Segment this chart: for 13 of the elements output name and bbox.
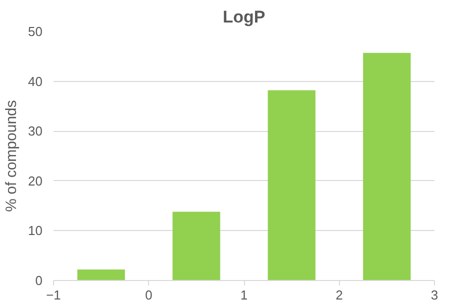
y-tick-label: 10 <box>28 223 43 238</box>
y-axis-title: % of compounds <box>3 100 20 212</box>
x-tick-label: 2 <box>336 288 343 302</box>
y-tick-label: 40 <box>28 74 43 89</box>
x-tick-label: −1 <box>46 288 61 302</box>
y-tick-label: 50 <box>28 24 43 39</box>
y-tick-label: 30 <box>28 124 43 139</box>
x-tick-label: 3 <box>430 288 438 302</box>
chart-title: LogP <box>222 8 266 26</box>
y-tick-label: 0 <box>35 273 43 288</box>
x-tick-label: 1 <box>240 288 248 302</box>
x-tick-label: 0 <box>145 288 152 302</box>
y-tick-label: 20 <box>28 173 43 188</box>
